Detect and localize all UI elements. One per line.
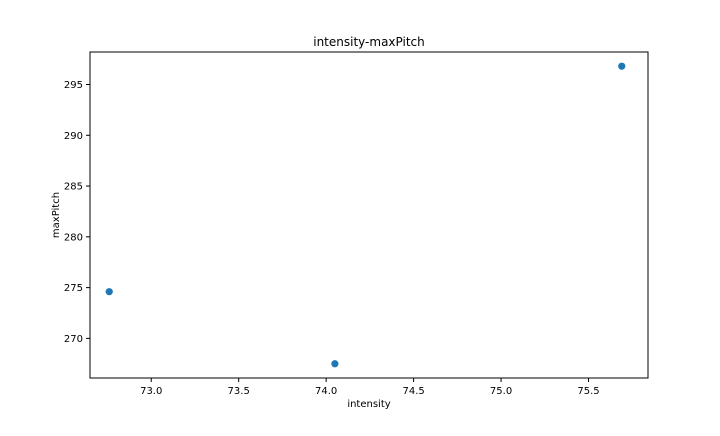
data-points <box>105 62 626 368</box>
y-tick-label: 285 <box>64 182 83 193</box>
plot-area-frame <box>89 51 649 379</box>
x-tick-label: 75.5 <box>577 386 599 397</box>
x-axis-ticks: 73.0 73.5 74.0 74.5 75.0 75.5 <box>140 378 600 397</box>
y-axis-label: maxPitch <box>51 192 62 238</box>
x-tick-label: 73.5 <box>228 386 250 397</box>
scatter-point <box>618 62 626 70</box>
y-axis-ticks: 270 275 280 285 290 295 <box>64 80 90 345</box>
y-tick-label: 295 <box>64 80 83 91</box>
y-tick-label: 275 <box>64 283 83 294</box>
y-tick-label: 290 <box>64 131 83 142</box>
scatter-point <box>105 288 113 296</box>
x-tick-label: 75.0 <box>490 386 512 397</box>
chart-title: intensity-maxPitch <box>313 35 425 49</box>
x-tick-label: 73.0 <box>140 386 162 397</box>
y-tick-label: 280 <box>64 232 83 243</box>
y-tick-label: 270 <box>64 334 83 345</box>
x-axis-label: intensity <box>347 399 390 410</box>
x-tick-label: 74.5 <box>402 386 424 397</box>
x-tick-label: 74.0 <box>315 386 337 397</box>
scatter-point <box>331 360 339 368</box>
